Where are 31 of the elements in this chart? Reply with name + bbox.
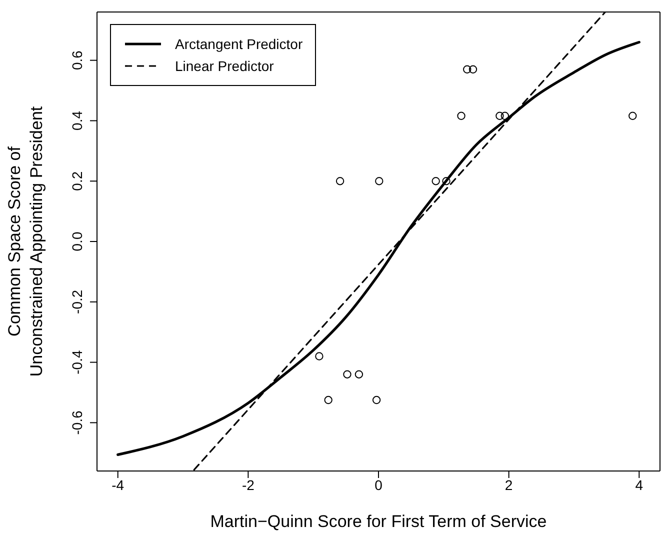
legend-label: Arctangent Predictor bbox=[175, 35, 303, 54]
y-tick-label: 0.0 bbox=[69, 232, 85, 252]
point bbox=[496, 112, 504, 120]
point bbox=[432, 177, 440, 186]
point bbox=[354, 370, 364, 378]
point bbox=[336, 177, 344, 186]
point bbox=[628, 112, 637, 120]
point bbox=[375, 177, 384, 186]
y-tick-label: 0.6 bbox=[69, 50, 85, 70]
y-tick-label: 0.2 bbox=[69, 171, 85, 191]
point bbox=[500, 112, 510, 120]
point bbox=[463, 65, 472, 74]
x-tick-label: 4 bbox=[635, 476, 644, 493]
point bbox=[468, 65, 478, 74]
x-tick-label: 0 bbox=[374, 476, 383, 493]
y-tick-label: -0.4 bbox=[69, 350, 85, 374]
x-tick-label: -4 bbox=[112, 476, 124, 493]
point bbox=[343, 370, 352, 378]
x-tick-label: 2 bbox=[504, 476, 513, 493]
y-axis-title: Common Space Score of Unconstrained Appointing President bbox=[5, 106, 46, 377]
y-tick-label: -0.2 bbox=[69, 290, 85, 314]
y-tick-label: 0.4 bbox=[69, 110, 85, 130]
x-tick-label: -2 bbox=[242, 476, 255, 493]
y-tick-label: -0.6 bbox=[69, 410, 85, 435]
x-axis-title: Martin−Quinn Score for First Term of Service bbox=[210, 512, 547, 531]
point bbox=[442, 177, 450, 186]
point bbox=[324, 396, 332, 404]
point bbox=[315, 352, 324, 360]
point bbox=[457, 112, 466, 120]
legend-label: Linear Predictor bbox=[175, 57, 274, 76]
point bbox=[372, 396, 381, 404]
